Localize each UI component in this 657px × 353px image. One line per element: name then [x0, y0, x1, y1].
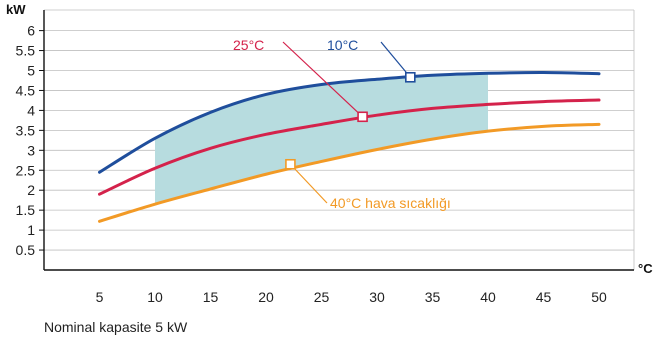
x-axis-unit: °C [638, 261, 653, 276]
capacity-chart: 5 10 15 20 25 30 35 40 45 50 0.5 1 1.5 2 2.5 3 3.5 4 4.5 5 5… [6, 2, 653, 305]
y-tick-label: 1 [27, 222, 35, 238]
series-lines [98, 70, 601, 223]
x-tick-label: 15 [203, 289, 219, 305]
y-tick-label: 2 [27, 182, 35, 198]
nominal-capacity-caption: Nominal kapasite 5 kW [44, 319, 188, 335]
series-line [98, 98, 601, 196]
y-tick-label: 6 [27, 23, 35, 39]
x-tick-label: 30 [369, 289, 385, 305]
series-marker [285, 158, 296, 170]
x-tick-label: 5 [96, 289, 104, 305]
x-tick-label: 25 [314, 289, 330, 305]
y-tick-label: 3.5 [16, 122, 36, 138]
leader-line [282, 41, 363, 118]
operating-range-band [155, 73, 488, 205]
axes [39, 10, 634, 271]
y-tick-label: 5.5 [16, 43, 36, 59]
series-callouts: 10°C 25°C 40°C hava sıcaklığı [233, 37, 451, 211]
series-marker [357, 111, 368, 123]
x-tick-label: 10 [147, 289, 163, 305]
tick-labels: 5 10 15 20 25 30 35 40 45 50 0.5 1 1.5 2 2.5 3 3.5 4 4.5 5 5… [16, 23, 607, 305]
series-line [98, 122, 601, 223]
series-marker [404, 71, 416, 83]
x-tick-label: 45 [536, 289, 552, 305]
y-tick-label: 4 [27, 102, 35, 118]
y-tick-label: 2.5 [16, 162, 36, 178]
x-tick-label: 20 [258, 289, 274, 305]
y-tick-label: 4.5 [16, 82, 36, 98]
y-tick-label: 0.5 [16, 242, 36, 258]
y-tick-label: 3 [27, 142, 35, 158]
y-axis-unit: kW [6, 2, 26, 17]
leader-line [289, 163, 328, 204]
leader-line [380, 41, 411, 78]
series-line [98, 70, 601, 174]
y-tick-label: 1.5 [16, 202, 36, 218]
x-tick-label: 40 [480, 289, 496, 305]
y-tick-label: 5 [27, 63, 35, 79]
series-label: 40°C hava sıcaklığı [330, 195, 451, 211]
x-tick-label: 35 [425, 289, 441, 305]
x-tick-label: 50 [591, 289, 607, 305]
series-label: 25°C [233, 37, 264, 53]
series-label: 10°C [327, 37, 358, 53]
